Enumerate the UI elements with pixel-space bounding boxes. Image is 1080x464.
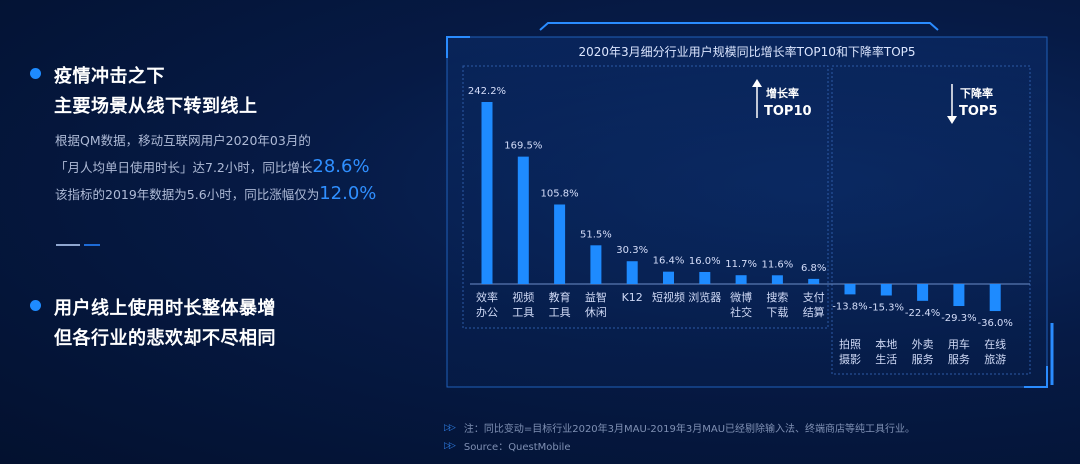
category-label: 本地 xyxy=(875,337,897,351)
group-label-decrease: 下降率 TOP5 xyxy=(947,84,998,124)
arrow-down-icon xyxy=(947,116,957,124)
left-text-section-2: 用户线上使用时长整体暴增 但各行业的悲欢却不尽相同 xyxy=(30,294,420,354)
bar xyxy=(699,271,711,284)
footer-note-text: 注：同比变动=目标行业2020年3月MAU-2019年3月MAU已经剔除输入法、… xyxy=(463,424,916,435)
bar xyxy=(880,284,892,296)
left-text-section-1: 疫情冲击之下 主要场景从线下转到线上 根据QM数据，移动互联网用户2020年03… xyxy=(30,62,420,208)
group-label-increase: 增长率 TOP10 xyxy=(752,79,812,119)
data-label: -15.3% xyxy=(869,302,904,313)
para-line3-text: 该指标的2019年数据为5.6小时，同比涨幅仅为 xyxy=(55,187,320,202)
category-label: 效率 xyxy=(476,290,498,304)
data-label: 16.0% xyxy=(689,256,721,267)
data-label: 30.3% xyxy=(616,245,648,256)
play-arrow-icon: ▷▷ xyxy=(444,422,456,433)
para-line3-highlight: 12.0% xyxy=(319,183,377,204)
data-label: -29.3% xyxy=(941,313,976,324)
panel-top-bracket xyxy=(539,22,939,31)
bar xyxy=(517,156,529,284)
data-label: 105.8% xyxy=(541,188,579,199)
category-label: 搜索 xyxy=(766,290,788,304)
category-label: 微博 xyxy=(730,290,752,304)
category-label: K12 xyxy=(622,291,643,304)
category-label: 拍照 xyxy=(839,337,861,351)
bullet-row-1: 疫情冲击之下 主要场景从线下转到线上 xyxy=(30,62,420,122)
data-label: 242.2% xyxy=(468,86,506,97)
data-label: 6.8% xyxy=(801,263,826,274)
category-label: 益智 xyxy=(585,290,607,304)
data-label: -36.0% xyxy=(978,318,1013,329)
bar xyxy=(481,102,493,284)
category-label: 外卖 xyxy=(912,338,934,351)
category-label: 浏览器 xyxy=(688,290,721,304)
data-label: 51.5% xyxy=(580,229,612,240)
bar xyxy=(554,204,566,284)
footer-source: ▷▷ Source：QuestMobile xyxy=(444,438,571,454)
data-label: -13.8% xyxy=(832,301,867,312)
category-label: 下载 xyxy=(766,306,788,319)
play-arrow-icon: ▷▷ xyxy=(444,440,456,451)
bar xyxy=(626,261,638,284)
section2-title-line1: 用户线上使用时长整体暴增 xyxy=(54,298,276,319)
category-label: 教育 xyxy=(549,290,571,304)
para-line1: 根据QM数据，移动互联网用户2020年03月的 xyxy=(55,133,311,148)
bar xyxy=(917,284,929,301)
section1-title-line1: 疫情冲击之下 xyxy=(54,66,165,87)
category-label: 服务 xyxy=(948,353,970,366)
group-decrease-line2: TOP5 xyxy=(959,104,998,119)
bar xyxy=(735,275,747,284)
category-label: 办公 xyxy=(476,306,498,319)
category-label: 支付 xyxy=(803,291,825,304)
category-label: 视频 xyxy=(512,290,534,304)
category-label: 用车 xyxy=(948,337,970,351)
data-label: 11.7% xyxy=(725,259,757,270)
bullet-row-2: 用户线上使用时长整体暴增 但各行业的悲欢却不尽相同 xyxy=(30,294,420,354)
category-label: 结算 xyxy=(803,305,825,319)
group-increase-line1: 增长率 xyxy=(766,86,799,100)
group-decrease-line1: 下降率 xyxy=(960,86,993,100)
category-label: 社交 xyxy=(730,305,752,319)
section2-heading: 用户线上使用时长整体暴增 但各行业的悲欢却不尽相同 xyxy=(54,294,276,354)
section1-paragraph: 根据QM数据，移动互联网用户2020年03月的 「月人均单日使用时长」达7.2小… xyxy=(55,128,420,208)
chart-title: 2020年3月细分行业用户规模同比增长率TOP10和下降率TOP5 xyxy=(578,44,915,59)
data-label: 11.6% xyxy=(762,259,794,270)
category-label: 生活 xyxy=(875,352,897,366)
footer-source-text: Source：QuestMobile xyxy=(463,442,571,453)
arrow-up-icon xyxy=(752,79,762,87)
group-increase-line2: TOP10 xyxy=(764,104,812,119)
group-box-decrease xyxy=(831,65,1031,375)
bar xyxy=(953,284,965,307)
group-box-increase xyxy=(462,65,829,329)
bullet-dot xyxy=(30,68,41,79)
chart-panel xyxy=(446,36,1048,388)
category-label: 在线 xyxy=(984,337,1006,351)
data-label: 169.5% xyxy=(504,141,542,152)
section2-title-line2: 但各行业的悲欢却不尽相同 xyxy=(54,328,276,349)
para-line2-highlight: 28.6% xyxy=(312,156,370,177)
category-label: 旅游 xyxy=(984,352,1006,366)
category-label: 短视频 xyxy=(652,290,685,304)
category-label: 工具 xyxy=(549,306,571,319)
bar xyxy=(844,284,856,295)
bar xyxy=(771,275,783,284)
para-line2-text: 「月人均单日使用时长」达7.2小时，同比增长 xyxy=(55,160,313,175)
bar xyxy=(989,284,1001,312)
data-label: 16.4% xyxy=(653,256,685,267)
footer-note: ▷▷ 注：同比变动=目标行业2020年3月MAU-2019年3月MAU已经剔除输… xyxy=(444,420,916,436)
bar xyxy=(590,245,602,284)
bar xyxy=(808,278,820,284)
data-label: -22.4% xyxy=(905,308,940,319)
category-label: 休闲 xyxy=(585,305,607,319)
category-label: 摄影 xyxy=(839,352,861,366)
para-line2: 「月人均单日使用时长」达7.2小时，同比增长28.6% xyxy=(55,154,420,181)
section1-title-line2: 主要场景从线下转到线上 xyxy=(54,96,258,117)
section1-heading: 疫情冲击之下 主要场景从线下转到线上 xyxy=(54,62,258,122)
bar xyxy=(663,271,674,284)
bullet-dot xyxy=(30,300,41,311)
category-label: 工具 xyxy=(512,306,534,319)
para-line3: 该指标的2019年数据为5.6小时，同比涨幅仅为12.0% xyxy=(55,181,420,208)
category-label: 服务 xyxy=(912,353,934,366)
divider xyxy=(56,244,100,246)
